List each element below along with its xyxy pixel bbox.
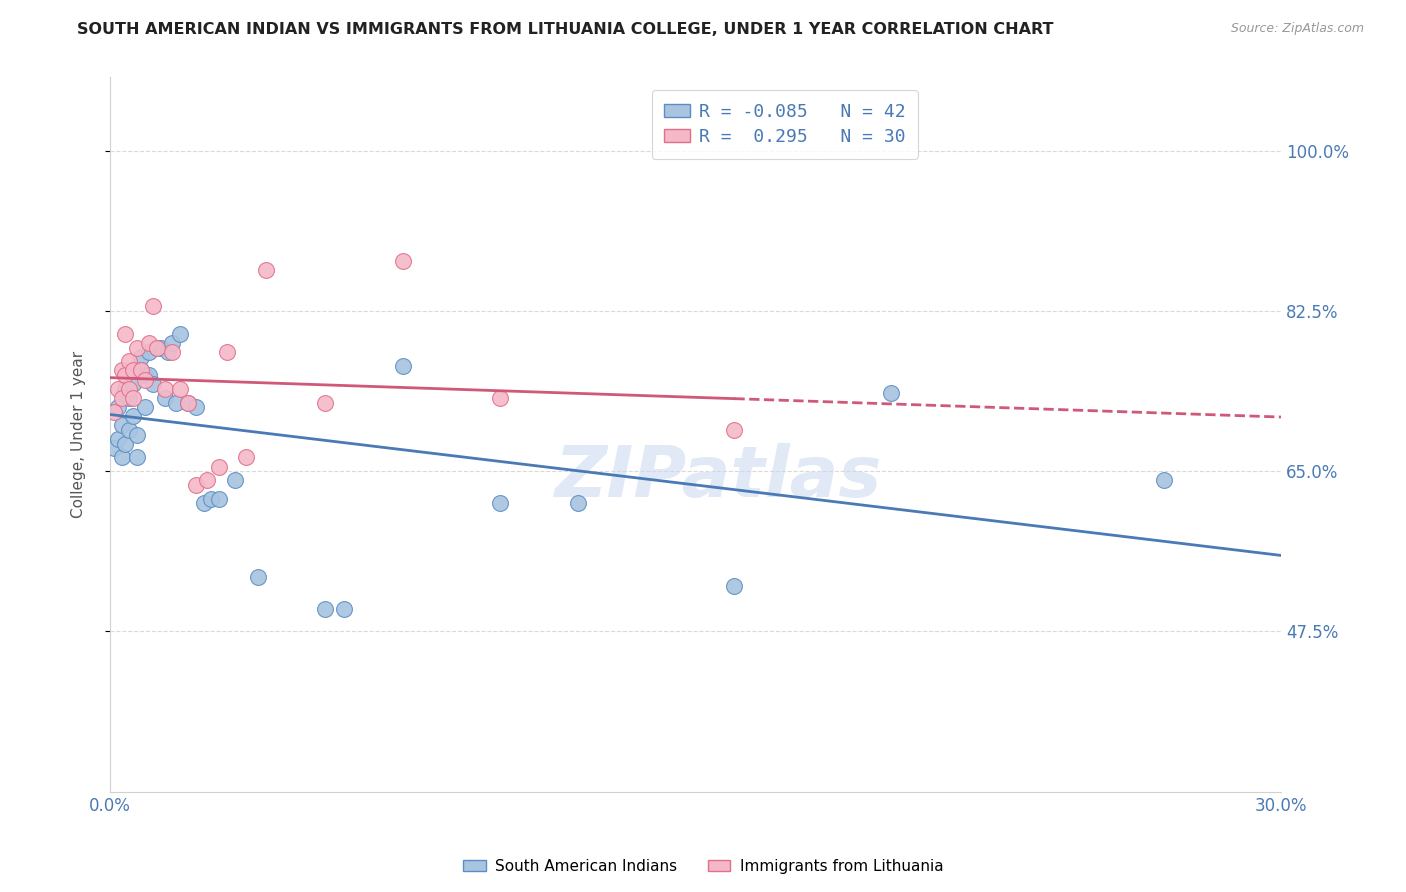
Point [103, 442, 125, 456]
Point [118, 382, 141, 396]
Point [110, 391, 132, 405]
Point [723, 579, 745, 593]
Point [254, 262, 277, 277]
Point [489, 496, 512, 510]
Point [723, 423, 745, 437]
Point [193, 496, 215, 510]
Point [208, 491, 231, 506]
Point [118, 391, 141, 405]
Point [127, 341, 149, 355]
Point [149, 341, 172, 355]
Point [165, 395, 187, 409]
Point [129, 350, 152, 364]
Point [184, 400, 207, 414]
Text: ZIPatlas: ZIPatlas [555, 443, 883, 512]
Point [1153, 474, 1175, 488]
Text: SOUTH AMERICAN INDIAN VS IMMIGRANTS FROM LITHUANIA COLLEGE, UNDER 1 YEAR CORRELA: SOUTH AMERICAN INDIAN VS IMMIGRANTS FROM… [77, 22, 1054, 37]
Point [127, 450, 149, 465]
Point [162, 345, 184, 359]
Point [200, 491, 222, 506]
Point [122, 391, 145, 405]
Point [110, 363, 132, 377]
Point [224, 474, 246, 488]
Point [138, 368, 160, 382]
Point [169, 382, 191, 396]
Point [107, 382, 129, 396]
Y-axis label: College, Under 1 year: College, Under 1 year [72, 351, 86, 518]
Point [153, 391, 176, 405]
Point [391, 359, 413, 373]
Point [153, 382, 176, 396]
Point [142, 377, 165, 392]
Point [247, 569, 270, 583]
Point [129, 363, 152, 377]
Point [177, 395, 200, 409]
Point [134, 400, 156, 414]
Point [235, 450, 257, 465]
Point [567, 496, 589, 510]
Point [489, 391, 512, 405]
Point [107, 432, 129, 446]
Point [114, 326, 136, 341]
Point [118, 354, 141, 368]
Point [110, 450, 132, 465]
Point [145, 341, 167, 355]
Point [122, 377, 145, 392]
Point [138, 345, 160, 359]
Legend: South American Indians, Immigrants from Lithuania: South American Indians, Immigrants from … [457, 853, 949, 880]
Point [134, 368, 156, 382]
Point [114, 382, 136, 396]
Point [333, 601, 356, 615]
Point [314, 395, 336, 409]
Point [169, 326, 191, 341]
Point [138, 336, 160, 351]
Point [118, 423, 141, 437]
Text: Source: ZipAtlas.com: Source: ZipAtlas.com [1230, 22, 1364, 36]
Point [391, 253, 413, 268]
Point [110, 418, 132, 433]
Point [157, 345, 180, 359]
Point [215, 345, 238, 359]
Point [142, 299, 165, 313]
Point [314, 601, 336, 615]
Point [134, 373, 156, 387]
Point [122, 363, 145, 377]
Point [208, 459, 231, 474]
Point [145, 341, 167, 355]
Point [114, 436, 136, 450]
Point [107, 400, 129, 414]
Point [122, 409, 145, 424]
Point [879, 386, 901, 401]
Point [162, 336, 184, 351]
Point [103, 405, 125, 419]
Point [197, 474, 219, 488]
Legend: R = -0.085   N = 42, R =  0.295   N = 30: R = -0.085 N = 42, R = 0.295 N = 30 [652, 90, 918, 159]
Point [127, 427, 149, 442]
Point [114, 368, 136, 382]
Point [177, 395, 200, 409]
Point [184, 478, 207, 492]
Point [129, 363, 152, 377]
